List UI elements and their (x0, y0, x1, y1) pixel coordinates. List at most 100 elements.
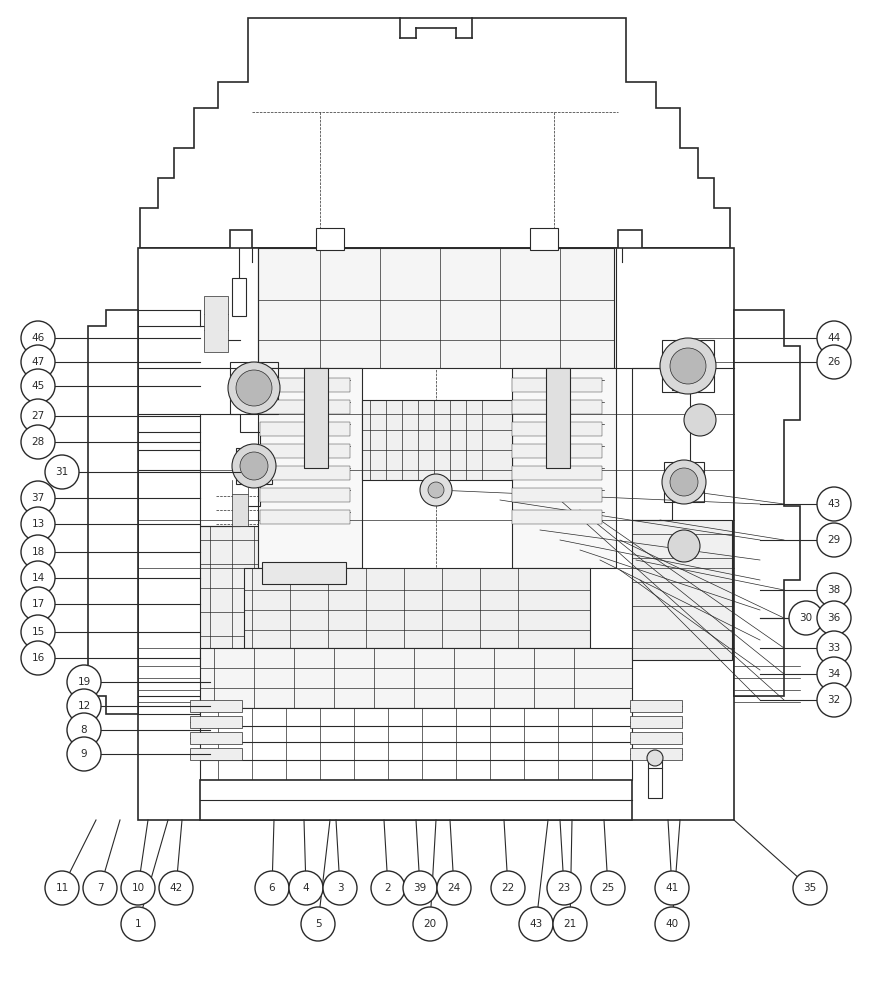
Text: 1: 1 (134, 919, 141, 929)
Text: 38: 38 (828, 585, 841, 595)
Bar (232, 278, 246, 316)
Text: 3: 3 (337, 883, 344, 893)
Polygon shape (140, 18, 730, 248)
Text: 10: 10 (132, 883, 145, 893)
Circle shape (662, 460, 706, 504)
Text: 7: 7 (97, 883, 103, 893)
Bar (260, 488, 350, 502)
Bar (190, 716, 242, 728)
Text: 24: 24 (447, 883, 460, 893)
Bar (260, 400, 350, 414)
Text: 26: 26 (828, 357, 841, 367)
Text: 8: 8 (81, 725, 87, 735)
Circle shape (21, 321, 55, 355)
Text: 19: 19 (78, 677, 91, 687)
Polygon shape (734, 330, 766, 696)
Text: 16: 16 (31, 653, 44, 663)
Bar (200, 708, 632, 780)
Circle shape (684, 404, 716, 436)
Bar (664, 462, 704, 502)
Circle shape (817, 487, 851, 521)
Text: 28: 28 (31, 437, 44, 447)
Text: 4: 4 (303, 883, 310, 893)
Bar (512, 466, 602, 480)
Circle shape (232, 444, 276, 488)
Text: 12: 12 (78, 701, 91, 711)
Circle shape (21, 615, 55, 649)
Text: 44: 44 (828, 333, 841, 343)
Text: 22: 22 (501, 883, 514, 893)
Circle shape (83, 871, 117, 905)
Circle shape (428, 482, 444, 498)
Bar (648, 768, 662, 798)
Circle shape (591, 871, 625, 905)
Bar (512, 510, 602, 524)
Text: 40: 40 (665, 919, 678, 929)
Bar (512, 422, 602, 436)
Bar (190, 732, 242, 744)
Circle shape (21, 399, 55, 433)
Polygon shape (88, 310, 138, 714)
Circle shape (660, 338, 716, 394)
Bar (232, 494, 248, 526)
Bar (230, 362, 278, 414)
Bar (530, 228, 558, 250)
Text: 23: 23 (557, 883, 570, 893)
Text: 29: 29 (828, 535, 841, 545)
Circle shape (793, 871, 827, 905)
Bar (630, 700, 682, 712)
Circle shape (21, 641, 55, 675)
Text: 33: 33 (828, 643, 841, 653)
Text: 13: 13 (31, 519, 44, 529)
Circle shape (21, 369, 55, 403)
Text: 21: 21 (563, 919, 576, 929)
Text: 43: 43 (529, 919, 542, 929)
Text: 45: 45 (31, 381, 44, 391)
Text: 17: 17 (31, 599, 44, 609)
Circle shape (655, 907, 689, 941)
Text: 2: 2 (385, 883, 392, 893)
Circle shape (817, 523, 851, 557)
Circle shape (817, 657, 851, 691)
Circle shape (21, 345, 55, 379)
Bar (258, 368, 362, 568)
Bar (632, 520, 732, 660)
Text: 25: 25 (602, 883, 615, 893)
Bar (200, 526, 300, 666)
Circle shape (403, 871, 437, 905)
Circle shape (21, 587, 55, 621)
Circle shape (420, 474, 452, 506)
Bar (512, 400, 602, 414)
Circle shape (67, 665, 101, 699)
Circle shape (121, 871, 155, 905)
Circle shape (323, 871, 357, 905)
Circle shape (817, 573, 851, 607)
Circle shape (519, 907, 553, 941)
Bar (260, 444, 350, 458)
Circle shape (67, 713, 101, 747)
Bar (200, 648, 632, 708)
Circle shape (240, 452, 268, 480)
Circle shape (21, 481, 55, 515)
Bar (662, 340, 714, 392)
Bar (260, 510, 350, 524)
Bar (260, 422, 350, 436)
Bar (546, 368, 570, 468)
Circle shape (121, 907, 155, 941)
Circle shape (647, 750, 663, 766)
Circle shape (289, 871, 323, 905)
Circle shape (255, 871, 289, 905)
Circle shape (21, 425, 55, 459)
Bar (190, 748, 242, 760)
Text: 11: 11 (56, 883, 69, 893)
Circle shape (817, 601, 851, 635)
Bar (512, 488, 602, 502)
Bar (138, 248, 734, 820)
Text: 47: 47 (31, 357, 44, 367)
Text: 15: 15 (31, 627, 44, 637)
Circle shape (817, 321, 851, 355)
Text: 27: 27 (31, 411, 44, 421)
Text: 14: 14 (31, 573, 44, 583)
Circle shape (45, 455, 79, 489)
Bar (512, 368, 616, 568)
